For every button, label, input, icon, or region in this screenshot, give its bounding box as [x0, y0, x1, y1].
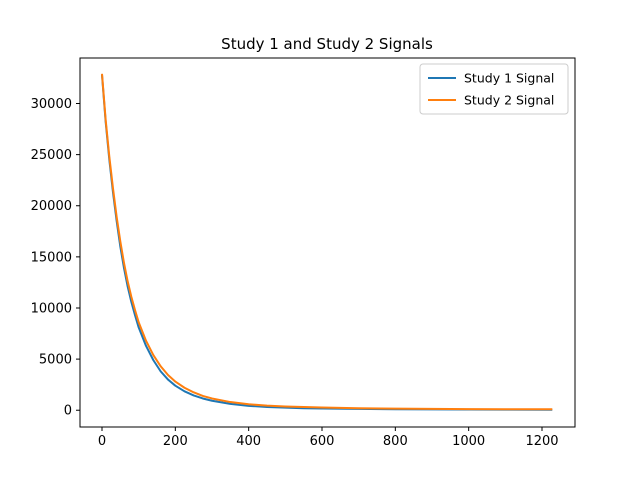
- chart-title: Study 1 and Study 2 Signals: [221, 35, 433, 53]
- legend-box: [419, 63, 569, 115]
- x-tick-label: 0: [98, 434, 106, 449]
- legend-label-2: Study 2 Signal: [464, 93, 554, 108]
- axes-frame: [79, 57, 576, 428]
- y-tick-label: 5000: [39, 353, 72, 368]
- x-tick-label: 800: [383, 434, 408, 449]
- y-tick-label: 15000: [31, 250, 72, 265]
- plot-area: [101, 73, 553, 411]
- y-tick-label: 10000: [31, 301, 72, 316]
- y-axis: 0 5000 10000 15000 20000 25000 30000: [31, 97, 80, 419]
- x-axis: 0 200 400 600 800 1000 1200: [98, 427, 559, 449]
- legend: Study 1 Signal Study 2 Signal: [419, 63, 569, 115]
- x-tick-label: 600: [310, 434, 335, 449]
- y-tick-label: 30000: [31, 97, 72, 112]
- legend-label-1: Study 1 Signal: [464, 71, 554, 86]
- y-tick-label: 0: [64, 404, 72, 419]
- x-tick-label: 400: [236, 434, 261, 449]
- series-line-2: [101, 73, 553, 411]
- y-tick-label: 20000: [31, 199, 72, 214]
- x-tick-label: 200: [163, 434, 188, 449]
- x-tick-label: 1000: [452, 434, 485, 449]
- x-tick-label: 1200: [525, 434, 558, 449]
- y-tick-label: 25000: [31, 148, 72, 163]
